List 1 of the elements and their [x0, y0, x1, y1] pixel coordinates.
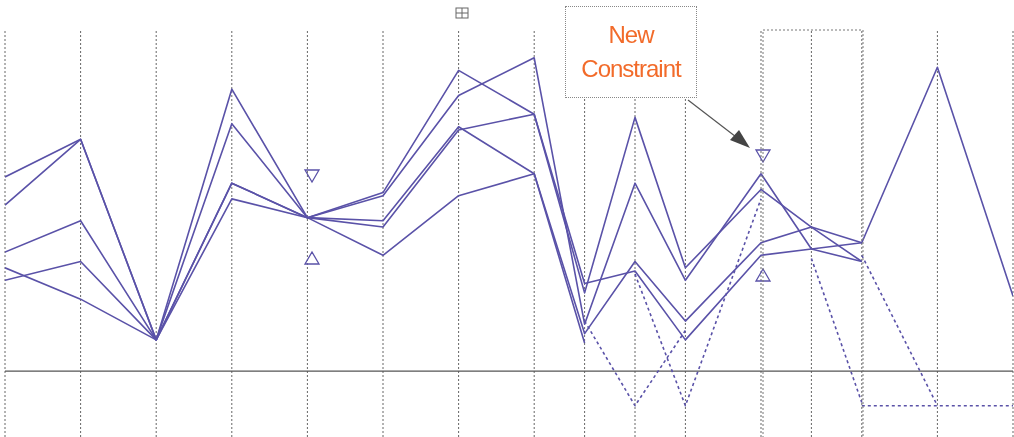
annotation: New Constraint — [580, 20, 683, 84]
